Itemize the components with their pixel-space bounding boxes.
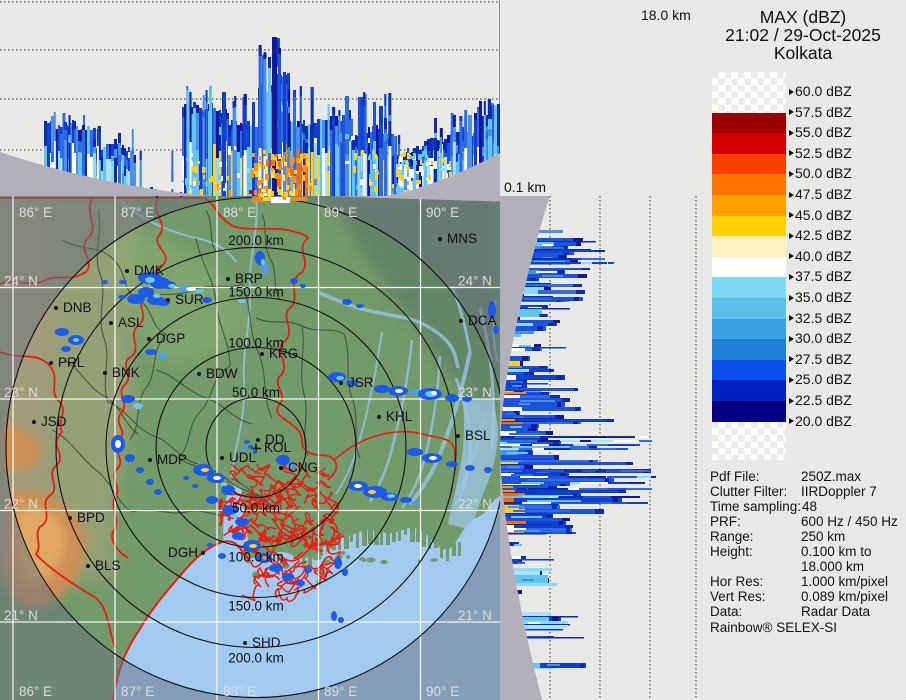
- svg-text:50.0 km: 50.0 km: [232, 501, 280, 516]
- svg-text:BRP: BRP: [235, 271, 263, 286]
- svg-text:BNK: BNK: [112, 365, 140, 380]
- svg-text:SUR: SUR: [175, 292, 204, 307]
- svg-text:PRL: PRL: [58, 355, 85, 370]
- svg-text:JSD: JSD: [41, 414, 67, 429]
- svg-text:MNS: MNS: [447, 231, 477, 246]
- svg-text:88° E: 88° E: [223, 205, 256, 220]
- svg-text:90° E: 90° E: [426, 205, 459, 220]
- svg-text:100.0 km: 100.0 km: [228, 336, 284, 351]
- svg-text:BPD: BPD: [77, 510, 105, 525]
- svg-text:DGP: DGP: [156, 331, 185, 346]
- svg-text:CNG: CNG: [288, 460, 318, 475]
- svg-text:DCA: DCA: [468, 313, 497, 328]
- svg-text:24° N: 24° N: [458, 274, 492, 289]
- svg-text:MDP: MDP: [157, 452, 187, 467]
- svg-text:ASL: ASL: [118, 315, 144, 330]
- svg-text:DGH: DGH: [168, 545, 198, 560]
- svg-text:21° N: 21° N: [4, 608, 38, 623]
- svg-text:DD: DD: [265, 432, 285, 447]
- svg-text:88° E: 88° E: [223, 684, 256, 699]
- svg-text:87° E: 87° E: [121, 205, 154, 220]
- svg-text:89° E: 89° E: [324, 684, 357, 699]
- svg-text:BLS: BLS: [95, 558, 121, 573]
- svg-text:22° N: 22° N: [4, 497, 38, 512]
- svg-text:SHD: SHD: [252, 635, 281, 650]
- svg-text:JSR: JSR: [348, 375, 374, 390]
- svg-text:200.0 km: 200.0 km: [228, 651, 284, 666]
- svg-text:KHL: KHL: [386, 409, 413, 424]
- svg-text:24° N: 24° N: [4, 274, 38, 289]
- svg-text:100.0 km: 100.0 km: [228, 550, 284, 565]
- svg-text:150.0 km: 150.0 km: [228, 599, 284, 614]
- svg-text:KOL: KOL: [264, 440, 292, 455]
- svg-text:KRG: KRG: [269, 346, 298, 361]
- svg-text:22° N: 22° N: [458, 497, 492, 512]
- svg-text:87° E: 87° E: [121, 684, 154, 699]
- svg-text:23° N: 23° N: [458, 385, 492, 400]
- svg-text:DNB: DNB: [63, 300, 92, 315]
- svg-text:89° E: 89° E: [324, 205, 357, 220]
- svg-text:BSL: BSL: [465, 428, 491, 443]
- svg-text:150.0 km: 150.0 km: [228, 285, 284, 300]
- svg-text:86° E: 86° E: [19, 205, 52, 220]
- svg-text:23° N: 23° N: [4, 385, 38, 400]
- svg-text:UDL: UDL: [229, 450, 256, 465]
- svg-text:86° E: 86° E: [19, 684, 52, 699]
- svg-text:200.0 km: 200.0 km: [228, 233, 284, 248]
- svg-text:DMK: DMK: [134, 263, 164, 278]
- svg-text:BDW: BDW: [206, 366, 238, 381]
- svg-text:90° E: 90° E: [426, 684, 459, 699]
- svg-text:50.0 km: 50.0 km: [232, 385, 280, 400]
- svg-text:21° N: 21° N: [458, 608, 492, 623]
